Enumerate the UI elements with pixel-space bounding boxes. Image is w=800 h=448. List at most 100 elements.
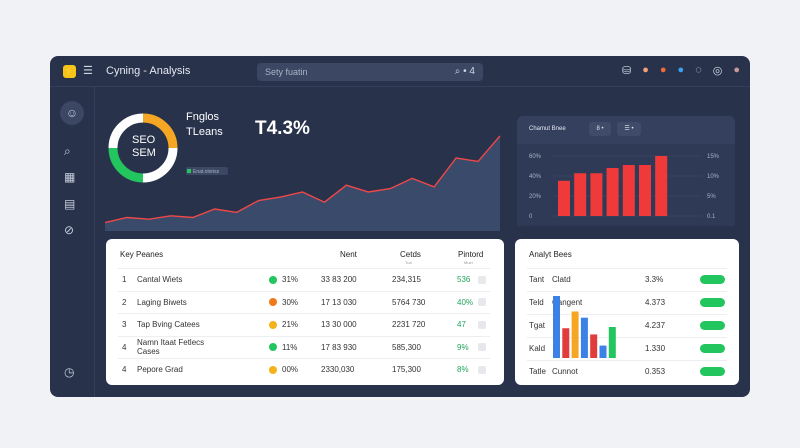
analytics-bar: [571, 311, 579, 358]
analytics-row[interactable]: Teld Cangent 4.373: [527, 291, 727, 313]
analytics-name: Cunnot: [552, 367, 578, 376]
table-row[interactable]: 3 Tap Bving Catees 21% 13 30 000 2231 72…: [118, 313, 490, 335]
row-checkbox[interactable]: [478, 275, 486, 284]
table-row[interactable]: 1 Cantal Wiets 31% 33 83 200 234,315 536: [118, 268, 490, 290]
row-checkbox[interactable]: [478, 298, 486, 306]
database-icon[interactable]: ⛁: [622, 65, 632, 77]
analytics-label: Teld: [529, 298, 544, 307]
row-checkbox[interactable]: [478, 320, 486, 329]
row-percent: 00%: [282, 365, 299, 374]
row-index: 3: [122, 320, 127, 329]
row-value-a: 13 30 000: [321, 320, 357, 329]
search-input[interactable]: Sety fuatin ⌕ • 4: [257, 63, 483, 81]
sidebar-document-icon[interactable]: ▤: [64, 197, 76, 211]
mini-bar: [574, 173, 587, 216]
analytics-value: 4.237: [645, 321, 666, 330]
row-value-c: 8%: [457, 365, 469, 374]
analytics-status-pill[interactable]: [700, 367, 725, 376]
col-header-2[interactable]: Cetds: [400, 250, 421, 259]
hero-panel: SEO SEM Fnglos TLeans T4.3% Enat.oloriss: [105, 111, 501, 231]
row-checkbox[interactable]: [478, 365, 486, 374]
row-value-a: 17 83 930: [321, 342, 357, 352]
user-icon[interactable]: ●: [642, 64, 649, 76]
analytics-bar: [590, 334, 598, 358]
dashboard-window: ⚡ ☰ Cyning - Analysis Sety fuatin ⌕ • 4 ⛁…: [50, 56, 750, 397]
col-sub-2: Tua: [405, 260, 412, 265]
row-name: Laging Biwets: [137, 297, 187, 307]
mini-bar: [590, 173, 603, 216]
trend-line: [105, 135, 501, 224]
avatar[interactable]: ●: [733, 64, 740, 76]
analytics-label: Kald: [529, 344, 546, 353]
row-value-b: 585,300: [392, 342, 421, 352]
analytics-row[interactable]: Tatle Cunnot 0.353: [527, 360, 727, 382]
mini-chart-button-1[interactable]: 8 •: [589, 122, 611, 136]
sidebar-clock-icon[interactable]: ◷: [64, 365, 75, 379]
right-tick: 5%: [707, 194, 716, 200]
status-dot-icon: [269, 365, 277, 374]
col-header-1[interactable]: Nent: [340, 250, 357, 259]
table-row[interactable]: 4 Namn Itaat Fetlecs Cases 11% 17 83 930…: [118, 335, 490, 358]
sidebar-link-icon[interactable]: ⊘: [64, 223, 75, 237]
analytics-bar: [562, 328, 570, 358]
legend-subtitle: TLeans: [186, 126, 223, 138]
row-percent: 11%: [282, 342, 298, 352]
row-name: Pepore Grad: [137, 365, 183, 374]
trend-area: [105, 135, 500, 231]
table-title: Key Peanes: [120, 250, 164, 259]
analytics-value: 0.353: [645, 367, 666, 376]
row-value-b: 2231 720: [392, 320, 426, 329]
analytics-row[interactable]: Kald 1.330: [527, 337, 727, 359]
chat-icon[interactable]: ◌: [695, 64, 702, 76]
left-tick: 60%: [529, 154, 542, 160]
donut-segment-0: [142, 113, 178, 149]
analytics-name: Clatd: [552, 275, 571, 284]
analytics-row[interactable]: Tgat 4.237: [527, 314, 727, 336]
analytics-row[interactable]: Tant Clatd 3.3%: [527, 268, 727, 290]
analytics-status-pill[interactable]: [700, 321, 725, 330]
legend-title: Fnglos: [186, 111, 220, 123]
hamburger-menu-icon[interactable]: ☰: [83, 65, 93, 77]
donut-label-seo: SEO: [132, 134, 156, 146]
row-value-a: 17 13 030: [321, 297, 357, 307]
row-index: 1: [122, 275, 127, 284]
row-percent: 21%: [282, 320, 299, 329]
col-header-3[interactable]: Pintord: [458, 250, 484, 259]
notification-icon[interactable]: ●: [677, 64, 685, 76]
row-percent: 30%: [282, 297, 299, 307]
sidebar-home-icon[interactable]: ☺: [60, 101, 84, 125]
donut-chart: [108, 113, 178, 183]
help-icon[interactable]: ◎: [712, 65, 723, 77]
analytics-status-pill[interactable]: [700, 298, 725, 307]
row-value-b: 175,300: [392, 365, 421, 374]
row-value-c: 40%: [457, 297, 474, 307]
row-checkbox[interactable]: [478, 343, 486, 351]
fire-icon[interactable]: ●: [659, 64, 667, 76]
sidebar-search-icon[interactable]: ⌕: [64, 144, 71, 158]
sidebar-calendar-icon[interactable]: ▦: [64, 170, 76, 184]
analytics-status-pill[interactable]: [700, 275, 725, 284]
analytics-value: 1.330: [645, 344, 666, 353]
sidebar: ☺ ⌕ ▦ ▤ ⊘ ◷: [50, 87, 95, 397]
donut-segment-3: [108, 113, 144, 149]
donut-segment-1: [142, 147, 178, 183]
left-tick: 40%: [529, 174, 542, 180]
search-icon[interactable]: ⌕ • 4: [454, 66, 475, 77]
analytics-status-pill[interactable]: [700, 344, 725, 353]
table-row[interactable]: 2 Laging Biwets 30% 17 13 030 5764 730 4…: [118, 290, 490, 313]
top-bar: ⚡ ☰ Cyning - Analysis Sety fuatin ⌕ • 4 ⛁…: [50, 56, 750, 87]
mini-chart-button-2[interactable]: ☰ •: [617, 122, 641, 136]
row-index: 4: [122, 365, 127, 374]
left-tick: 20%: [529, 194, 542, 200]
mini-chart-title: Chamut Bnee: [529, 126, 566, 132]
table-row[interactable]: 4 Pepore Grad 00% 2330,030 175,300 8%: [118, 358, 490, 380]
row-value-a: 33 83 200: [321, 275, 357, 284]
row-percent: 31%: [282, 275, 299, 284]
row-name: Namn Itaat Fetlecs Cases: [137, 338, 205, 356]
analytics-value: 3.3%: [645, 275, 664, 284]
row-value-c: 536: [457, 275, 471, 284]
analytics-title: Analyt Bees: [529, 250, 572, 259]
analytics-bar: [580, 317, 588, 358]
analytics-name: Cangent: [552, 298, 583, 307]
mini-bar: [622, 165, 635, 216]
